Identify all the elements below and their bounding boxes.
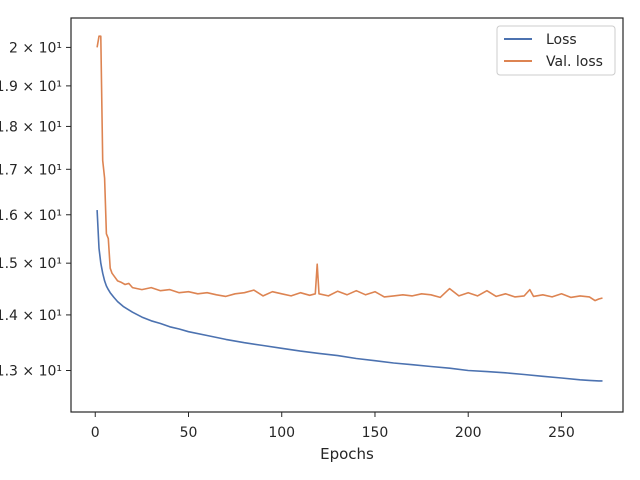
series-lines: [96, 35, 603, 382]
y-tick-label: 2 × 10¹: [9, 40, 62, 56]
y-tick-label: 1.3 × 10¹: [0, 363, 62, 379]
y-tick-label: 1.6 × 10¹: [0, 208, 62, 224]
axis-ticks: 0 50 100 150 200 250 2 × 10¹ 1.9 × 10¹ 1.8 × 10¹…: [0, 40, 575, 441]
plot-background: [71, 18, 623, 412]
legend-label-val-loss: Val. loss: [546, 54, 603, 70]
legend-label-loss: Loss: [546, 32, 577, 48]
x-tick-label: 100: [268, 425, 295, 441]
y-tick-label: 1.8 × 10¹: [0, 119, 62, 135]
y-tick-label: 1.9 × 10¹: [0, 79, 62, 95]
x-axis-label: Epochs: [320, 445, 374, 463]
x-tick-label: 0: [91, 425, 100, 441]
y-tick-label: 1.5 × 10¹: [0, 256, 62, 272]
x-tick-label: 150: [362, 425, 389, 441]
x-tick-label: 200: [455, 425, 482, 441]
y-tick-label: 1.4 × 10¹: [0, 308, 62, 324]
legend: Loss Val. loss: [496, 25, 616, 76]
plot-frame: [70, 17, 624, 413]
x-tick-label: 250: [548, 425, 575, 441]
y-tick-label: 1.7 × 10¹: [0, 162, 62, 178]
x-tick-label: 50: [180, 425, 198, 441]
series-line-val-loss: [96, 35, 603, 302]
series-line-loss: [96, 210, 603, 382]
